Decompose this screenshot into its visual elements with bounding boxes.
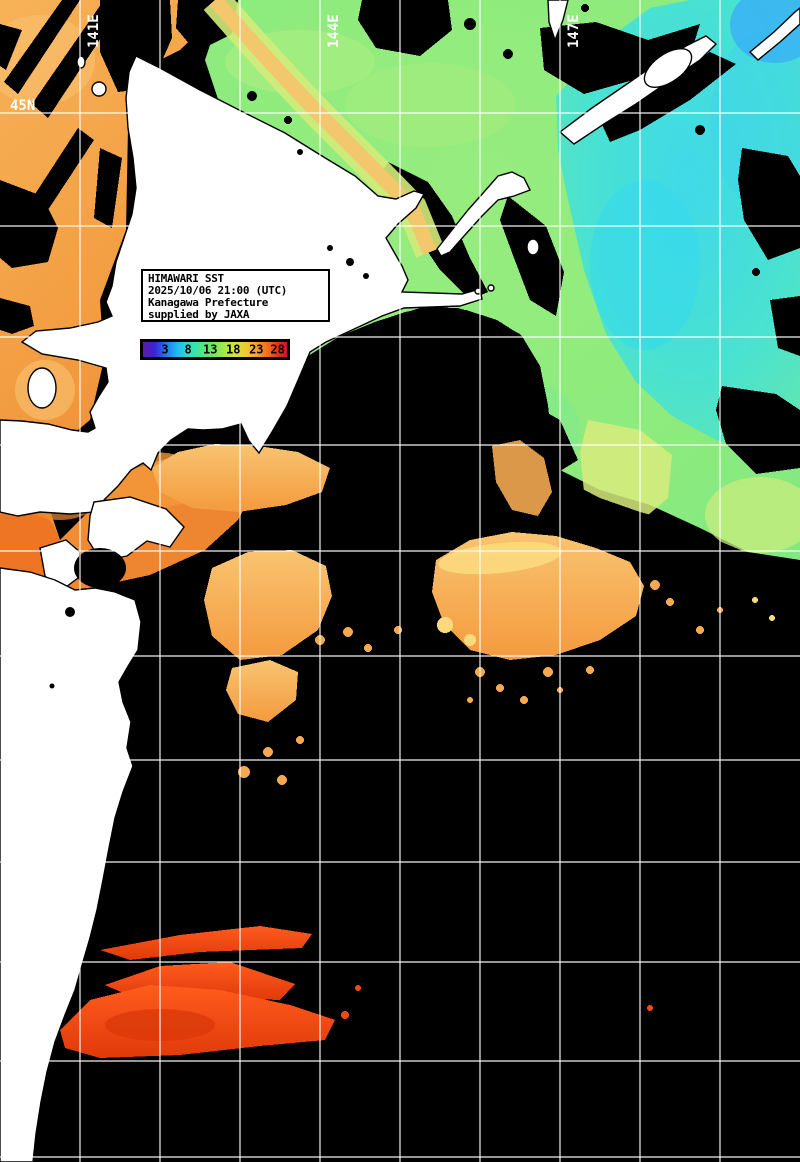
latitude-label-45n: 45N <box>10 98 35 114</box>
okushiri-island <box>27 367 57 409</box>
longitude-label-144e: 144E <box>326 14 342 48</box>
colorbar-tick: 3 <box>161 342 169 357</box>
graticule-labels: 45N 141E 144E 147E <box>10 14 582 114</box>
prefecture-label: Kanagawa Prefecture <box>148 296 269 309</box>
sakhalin-tip <box>547 0 569 43</box>
data-source-label: supplied by JAXA <box>148 308 250 321</box>
kunashir-island <box>436 171 531 257</box>
colorbar-tick: 23 <box>249 342 264 357</box>
temperature-colorbar: 3 8 13 18 23 28 <box>140 339 290 360</box>
colorbar-tick: 28 <box>270 342 285 357</box>
rebun-island <box>76 55 86 69</box>
honshu-landmass <box>0 567 142 1162</box>
colorbar-tick: 18 <box>226 342 241 357</box>
longitude-label-141e: 141E <box>86 14 102 48</box>
product-title: HIMAWARI SST <box>148 272 224 285</box>
timestamp: 2025/10/06 21:00 (UTC) <box>148 284 288 297</box>
coastal-current-band <box>203 0 444 258</box>
inland-water <box>49 149 369 689</box>
hot-current-streaks <box>60 926 653 1058</box>
warm-sst-patches <box>152 440 775 785</box>
longitude-label-147e: 147E <box>566 14 582 48</box>
rishiri-island <box>91 81 107 97</box>
urup-island <box>748 7 800 61</box>
colorbar-tick: 8 <box>184 342 192 357</box>
info-box: HIMAWARI SST 2025/10/06 21:00 (UTC) Kana… <box>141 269 330 322</box>
colorbar-tick: 13 <box>203 342 218 357</box>
